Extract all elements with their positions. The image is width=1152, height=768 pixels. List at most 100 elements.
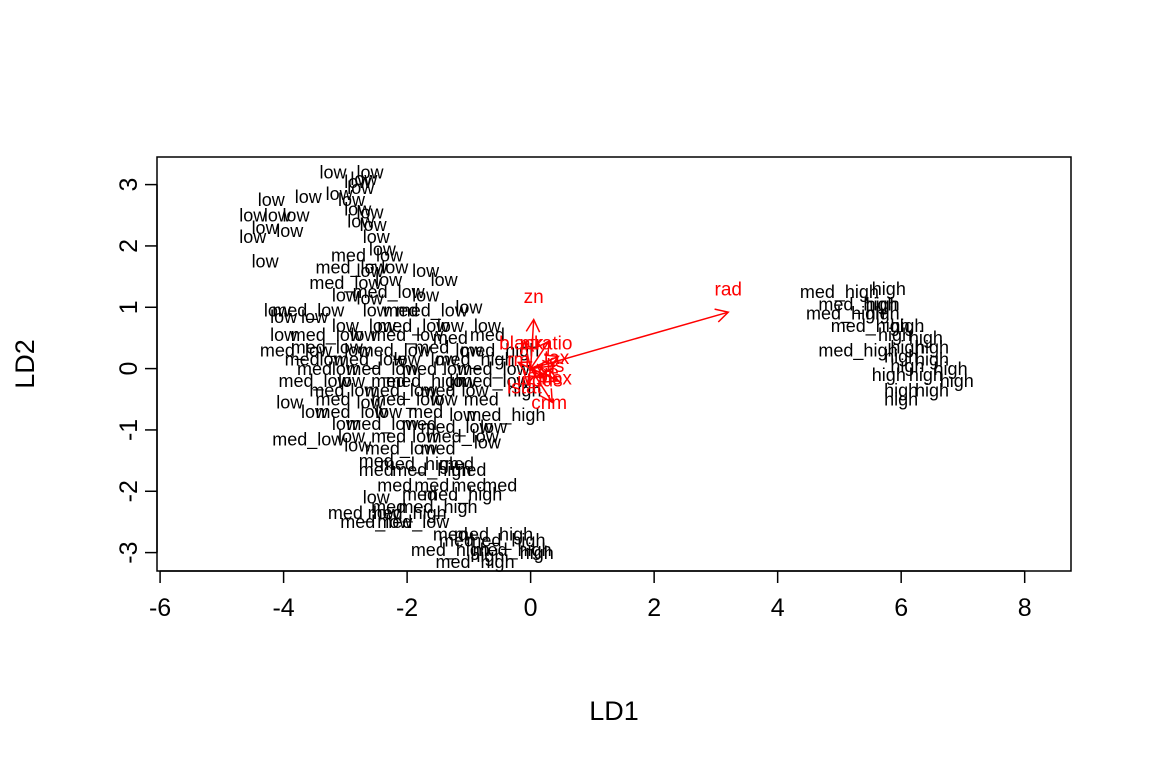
- point-label: low: [394, 350, 422, 370]
- point-label: low: [474, 433, 502, 453]
- arrow-head: [519, 339, 535, 355]
- arrow-line: [517, 361, 531, 370]
- point-label: med_high: [398, 497, 477, 518]
- x-tick-label: 6: [894, 594, 908, 622]
- point-label: med: [315, 390, 350, 410]
- point-label: med_high: [806, 304, 885, 325]
- point-label: low: [347, 178, 375, 198]
- point-label: low: [350, 325, 378, 345]
- point-label: med_low: [272, 301, 345, 322]
- point-label: high: [872, 365, 906, 385]
- point-label: low: [239, 206, 267, 226]
- point-label: med: [464, 390, 499, 410]
- point-label: high: [890, 356, 924, 376]
- point-label: low: [350, 380, 378, 400]
- x-tick-label: -4: [272, 594, 294, 622]
- point-label: med_low: [260, 341, 333, 362]
- point-label: med: [402, 359, 437, 379]
- point-label: med: [402, 414, 437, 434]
- point-label: low: [462, 380, 490, 400]
- point-label: med: [371, 371, 406, 391]
- point-label: low: [412, 426, 440, 446]
- point-label: high: [890, 316, 924, 336]
- arrow-line: [526, 368, 532, 385]
- point-label: low: [357, 163, 385, 183]
- point-label: med_high: [460, 341, 539, 362]
- point-label: low: [344, 172, 372, 192]
- arrows-layer: radznptratioblacktaxdisagenoxinduslstatc…: [499, 280, 742, 414]
- point-label: low: [276, 221, 304, 241]
- point-label: low: [437, 316, 465, 336]
- point-label: high: [909, 328, 943, 348]
- point-label: low: [357, 393, 385, 413]
- point-label: low: [357, 203, 385, 223]
- point-label: low: [412, 261, 440, 281]
- point-label: med_low: [291, 337, 364, 358]
- point-label: high: [884, 390, 918, 410]
- point-label: med_low: [371, 325, 444, 346]
- point-label: low: [412, 285, 440, 305]
- point-label: low: [332, 285, 360, 305]
- point-label: low: [480, 417, 508, 437]
- point-label: med: [414, 337, 449, 357]
- point-label: med: [297, 359, 332, 379]
- point-label: med: [402, 485, 437, 505]
- point-label: med: [383, 301, 418, 321]
- point-label: low: [381, 258, 409, 278]
- point-label: high: [866, 304, 900, 324]
- point-label: low: [449, 371, 477, 391]
- arrow-label: crim: [531, 393, 567, 414]
- point-label: low: [431, 390, 459, 410]
- point-label: low: [252, 218, 280, 238]
- arrow-head: [536, 339, 551, 356]
- point-label: low: [455, 341, 483, 361]
- point-label: high: [934, 359, 968, 379]
- point-label: med_low: [359, 341, 432, 362]
- point-label: med: [439, 454, 474, 474]
- point-label: med_high: [818, 341, 897, 362]
- arrow-head: [522, 370, 538, 386]
- arrow-head: [539, 388, 554, 404]
- point-label: low: [474, 316, 502, 336]
- point-label: low: [369, 316, 397, 336]
- point-label: med: [451, 460, 486, 480]
- point-label: med: [285, 350, 320, 370]
- arrow-line: [529, 319, 535, 369]
- point-label: low: [449, 405, 477, 425]
- point-label: med: [359, 451, 394, 471]
- point-label: low: [276, 393, 304, 413]
- point-label: low: [332, 359, 360, 379]
- point-label: low: [326, 184, 354, 204]
- point-label: high: [470, 546, 504, 566]
- point-label: med_low: [427, 426, 500, 447]
- point-label: med_low: [331, 245, 404, 266]
- point-label: med_low: [272, 429, 345, 450]
- point-label: low: [357, 261, 385, 281]
- arrow-line: [523, 340, 532, 369]
- point-label: low: [258, 190, 286, 210]
- point-label: med: [470, 325, 505, 345]
- point-label: med: [451, 475, 486, 495]
- point-label: med: [359, 460, 394, 480]
- point-label: med_low: [278, 371, 351, 392]
- point-label: med_high: [454, 525, 533, 546]
- point-label: low: [239, 227, 267, 247]
- point-label: low: [338, 371, 366, 391]
- y-axis-title: LD2: [10, 339, 40, 389]
- point-label: med: [408, 402, 443, 422]
- point-label: low: [344, 436, 372, 456]
- point-label: low: [264, 301, 292, 321]
- point-label: med: [377, 475, 412, 495]
- x-axis-title: LD1: [589, 696, 639, 726]
- arrow-line: [530, 355, 559, 370]
- arrow-line: [530, 367, 544, 379]
- point-label: low: [360, 215, 388, 235]
- point-label: med: [309, 380, 344, 400]
- point-label: med_low: [458, 371, 531, 392]
- point-label: high: [915, 337, 949, 357]
- point-label: med_low: [377, 316, 450, 337]
- point-label: med_high: [423, 485, 502, 506]
- y-tick-label: 2: [115, 239, 143, 253]
